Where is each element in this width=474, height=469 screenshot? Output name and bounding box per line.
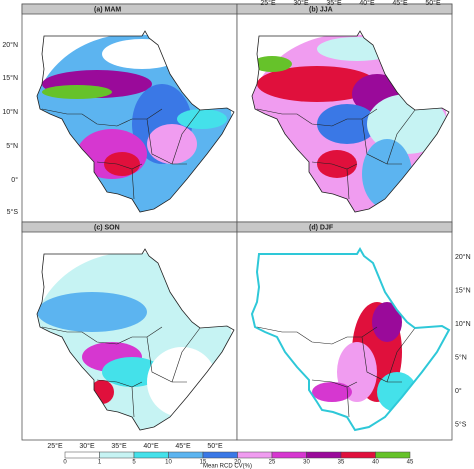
lon-label: 50°E bbox=[425, 0, 441, 7]
lat-label: 5°S bbox=[7, 208, 19, 216]
colorbar-label: 15 bbox=[200, 460, 207, 466]
colorbar-title: Mean RCD CV(%) bbox=[203, 464, 252, 469]
colorbar-label: 5 bbox=[132, 460, 136, 466]
lat-label: 0° bbox=[455, 387, 462, 395]
coastline bbox=[36, 30, 235, 213]
lat-label: 10°N bbox=[455, 320, 471, 328]
panel: (a) MAM bbox=[21, 3, 238, 223]
borders bbox=[256, 326, 416, 418]
panel: (d) DJF bbox=[236, 221, 453, 441]
lon-label: 25°E bbox=[47, 442, 63, 450]
colorbar-label: 1 bbox=[98, 460, 102, 466]
colorbar-label: 25 bbox=[269, 460, 276, 466]
coastline bbox=[250, 247, 451, 432]
colorbar-bin bbox=[64, 451, 100, 459]
borders bbox=[41, 108, 201, 200]
panel-header bbox=[21, 221, 238, 233]
borders bbox=[256, 108, 416, 200]
panel-header bbox=[236, 221, 453, 233]
field-patch bbox=[252, 56, 292, 72]
borders bbox=[41, 326, 201, 418]
field-patch bbox=[42, 85, 112, 99]
coastline bbox=[251, 30, 450, 213]
field-patch bbox=[37, 292, 147, 332]
lat-label: 5°N bbox=[455, 353, 467, 361]
colorbar-label: 35 bbox=[338, 460, 345, 466]
colorbar-label: 0 bbox=[63, 460, 67, 466]
field-patch bbox=[317, 150, 357, 178]
field-patch bbox=[102, 357, 162, 387]
field-patch bbox=[104, 152, 140, 176]
lon-label: 35°E bbox=[326, 0, 342, 7]
lat-label: 5°N bbox=[6, 142, 18, 150]
panel: (b) JJA bbox=[236, 3, 453, 223]
panel-title: (b) JJA bbox=[309, 6, 333, 13]
panel-header bbox=[236, 3, 453, 15]
colorbar-bin bbox=[237, 451, 273, 459]
colorbar-bin bbox=[133, 451, 169, 459]
colorbar-label: 40 bbox=[372, 460, 379, 466]
field-patch bbox=[177, 109, 227, 129]
panel: (c) SON bbox=[21, 221, 238, 441]
lat-label: 15°N bbox=[455, 286, 471, 294]
colorbar-label: 30 bbox=[303, 460, 310, 466]
lon-label: 45°E bbox=[175, 442, 191, 450]
field-patch bbox=[257, 66, 377, 102]
field-patch bbox=[372, 302, 402, 342]
lon-label: 40°E bbox=[359, 0, 375, 7]
lon-label: 30°E bbox=[293, 0, 309, 7]
lon-label: 50°E bbox=[207, 442, 223, 450]
lat-label: 20°N bbox=[2, 41, 18, 49]
colorbar-label: 20 bbox=[234, 460, 241, 466]
panel-title: (a) MAM bbox=[94, 6, 121, 13]
colorbar-bin bbox=[168, 451, 204, 459]
panel-title: (c) SON bbox=[94, 224, 120, 231]
lat-label: 5°S bbox=[455, 420, 467, 428]
lon-label: 30°E bbox=[79, 442, 95, 450]
lon-label: 45°E bbox=[392, 0, 408, 7]
field-patch bbox=[312, 382, 352, 402]
panel-title: (d) DJF bbox=[309, 224, 334, 231]
lat-label: 15°N bbox=[2, 74, 18, 82]
lon-label: 35°E bbox=[111, 442, 127, 450]
colorbar-bin bbox=[306, 451, 342, 459]
colorbar-bin bbox=[375, 451, 411, 459]
colorbar-label: 45 bbox=[407, 460, 414, 466]
colorbar-bin bbox=[99, 451, 135, 459]
lat-label: 0° bbox=[11, 176, 18, 184]
coastline bbox=[36, 248, 235, 431]
lon-label: 40°E bbox=[143, 442, 159, 450]
colorbar-bin bbox=[271, 451, 307, 459]
lat-label: 10°N bbox=[2, 108, 18, 116]
field-patch bbox=[147, 124, 197, 164]
field-patch bbox=[317, 104, 377, 144]
panel-header bbox=[21, 3, 238, 15]
lat-label: 20°N bbox=[455, 253, 471, 261]
colorbar-bin bbox=[340, 451, 376, 459]
colorbar-bin bbox=[202, 451, 238, 459]
lon-label: 25°E bbox=[260, 0, 276, 7]
colorbar-label: 10 bbox=[165, 460, 172, 466]
